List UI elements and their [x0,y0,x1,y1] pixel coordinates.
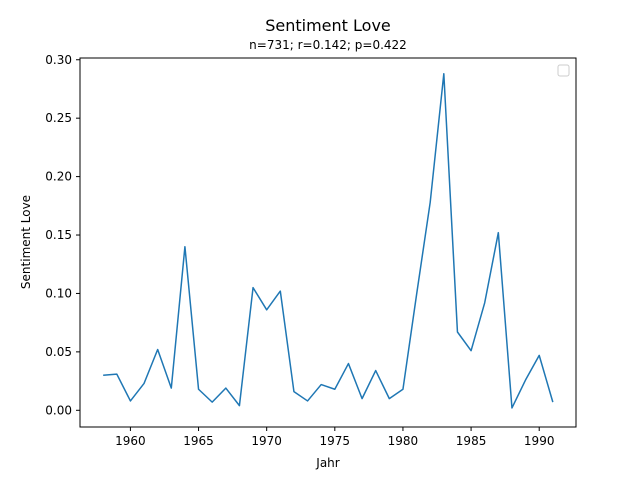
series-layer [103,73,554,409]
y-tick-label: 0.10 [45,286,72,300]
x-tick-label: 1965 [183,434,214,448]
x-axis-label: Jahr [315,456,339,470]
y-tick-label: 0.15 [45,228,72,242]
y-tick-label: 0.00 [45,403,72,417]
axis-ticks: 1960 1965 1970 1975 1980 1985 1990 0.00 0.05 0.10… [45,53,554,448]
x-tick-label: 1990 [524,434,555,448]
chart-subtitle: n=731; r=0.142; p=0.422 [249,38,407,52]
series-line-0 [103,73,554,409]
x-tick-label: 1975 [320,434,351,448]
y-tick-label: 0.05 [45,345,72,359]
x-tick-label: 1980 [388,434,419,448]
y-tick-label: 0.25 [45,111,72,125]
x-tick-label: 1970 [251,434,282,448]
y-tick-label: 0.20 [45,170,72,184]
chart-title: Sentiment Love [265,16,391,35]
plot-area-frame [79,57,577,428]
y-axis-label: Sentiment Love [19,195,33,289]
x-tick-label: 1960 [115,434,146,448]
x-tick-label: 1985 [456,434,487,448]
y-tick-label: 0.30 [45,53,72,67]
legend-box [557,64,570,77]
